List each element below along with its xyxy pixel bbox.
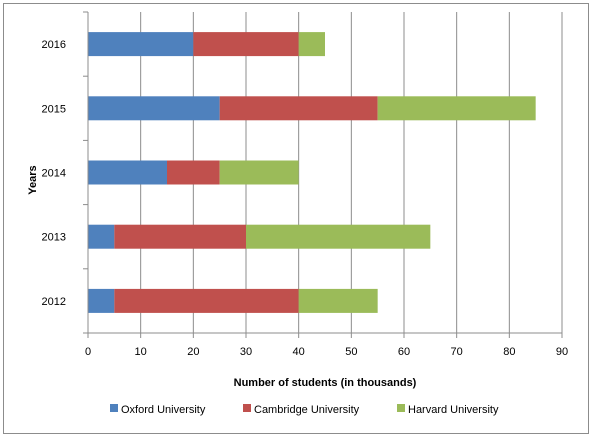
bar-segment <box>167 160 220 185</box>
y-tick-label: 2016 <box>42 39 66 51</box>
x-tick-label: 50 <box>345 346 357 358</box>
bar-segment <box>298 288 378 313</box>
bar-segment <box>219 96 378 121</box>
x-tick-label: 10 <box>135 346 147 358</box>
bar-segment <box>88 288 115 313</box>
axes <box>87 12 562 334</box>
x-tick-label: 80 <box>503 346 515 358</box>
bar-segment <box>377 96 536 121</box>
y-tick-labels: 2012 2013 2014 2015 2016 <box>42 11 88 334</box>
y-axis-title: Years <box>27 165 39 194</box>
bar-segment <box>114 288 299 313</box>
gridlines <box>140 12 563 333</box>
x-tick-label: 30 <box>240 346 252 358</box>
y-tick-label: 2013 <box>42 232 66 244</box>
legend-label: Oxford University <box>121 404 206 416</box>
x-tick-label: 20 <box>187 346 199 358</box>
legend-label: Cambridge University <box>254 404 360 416</box>
bar-segment <box>219 160 299 185</box>
x-axis-title: Number of students (in thousands) <box>234 377 417 389</box>
legend-swatch <box>110 404 118 412</box>
bar-segment <box>114 224 246 249</box>
bar-segment <box>298 32 325 57</box>
bar-segment <box>246 224 431 249</box>
y-tick-label: 2014 <box>42 168 66 180</box>
legend-swatch <box>397 404 405 412</box>
x-tick-labels: 0 10 20 30 40 50 60 70 80 90 <box>85 333 568 358</box>
chart-frame <box>3 3 589 434</box>
legend: Oxford University Cambridge University Har… <box>110 404 499 416</box>
legend-swatch <box>243 404 251 412</box>
y-tick-label: 2015 <box>42 103 66 115</box>
bars <box>88 32 536 313</box>
x-tick-label: 90 <box>556 346 568 358</box>
x-tick-label: 40 <box>293 346 305 358</box>
x-tick-label: 0 <box>85 346 91 358</box>
legend-label: Harvard University <box>408 404 499 416</box>
x-tick-label: 60 <box>398 346 410 358</box>
bar-segment <box>88 32 194 57</box>
bar-segment <box>193 32 299 57</box>
bar-segment <box>88 224 115 249</box>
x-tick-label: 70 <box>451 346 463 358</box>
bar-segment <box>88 160 167 185</box>
y-tick-label: 2012 <box>42 296 66 308</box>
bar-segment <box>88 96 220 121</box>
